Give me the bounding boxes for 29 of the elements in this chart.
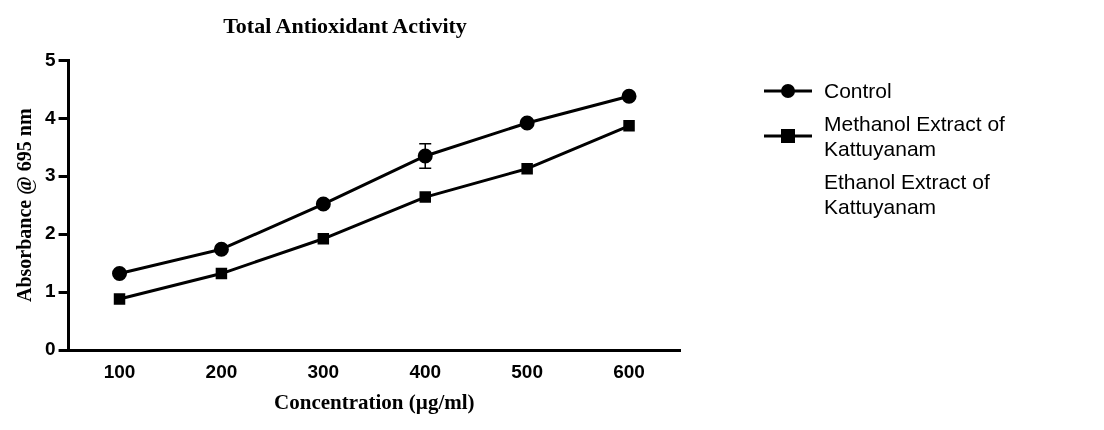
point bbox=[621, 88, 637, 104]
x-tick-label: 600 bbox=[613, 360, 645, 382]
point bbox=[519, 115, 535, 131]
x-tick-label: 200 bbox=[205, 360, 238, 382]
y-tick-label: 1 bbox=[44, 280, 56, 302]
y-tick-label: 4 bbox=[44, 106, 56, 128]
point bbox=[521, 162, 533, 175]
y-tick-label: 2 bbox=[44, 222, 56, 244]
point bbox=[419, 191, 431, 203]
point bbox=[215, 267, 228, 280]
x-axis-title: Concentration (µg/ml) bbox=[274, 389, 475, 414]
point bbox=[317, 233, 330, 245]
x-tick-label: 100 bbox=[103, 360, 136, 382]
x-tick-label: 400 bbox=[409, 360, 442, 382]
y-axis-title: Absorbance @ 695 nm bbox=[13, 108, 37, 303]
point bbox=[112, 266, 128, 282]
y-tick-label: 3 bbox=[44, 164, 56, 186]
legend-label: Methanol Extract of Kattuyanam bbox=[824, 111, 1006, 161]
point bbox=[113, 293, 126, 305]
text: Ethanol Extract of Kattuyanam bbox=[824, 169, 991, 219]
point bbox=[213, 241, 229, 257]
point bbox=[315, 196, 331, 212]
point bbox=[623, 120, 635, 132]
y-tick-label: 0 bbox=[44, 338, 56, 360]
y-tick-label: 5 bbox=[44, 48, 56, 70]
chart-title: Total Antioxidant Activity bbox=[223, 12, 467, 38]
legend-label: Control bbox=[824, 78, 892, 103]
x-tick-label: 300 bbox=[307, 360, 340, 382]
x-tick-label: 500 bbox=[511, 360, 543, 382]
